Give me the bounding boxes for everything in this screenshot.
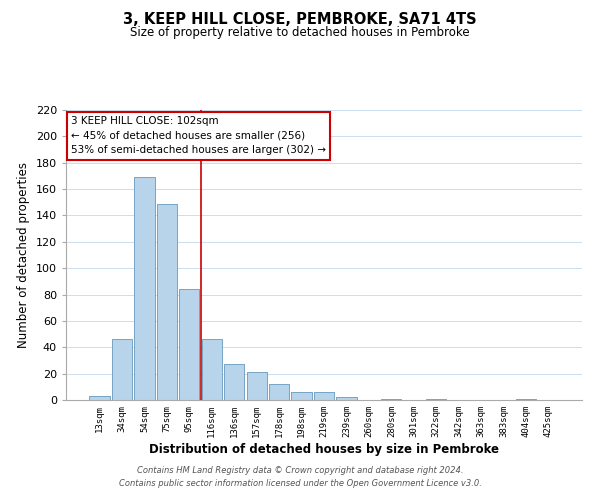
Bar [337,398,356,400]
Y-axis label: Number of detached properties: Number of detached properties [17,162,30,348]
Bar [179,290,199,400]
Bar [292,392,311,400]
Text: Size of property relative to detached houses in Pembroke: Size of property relative to detached ho… [130,26,470,39]
Bar [157,204,177,400]
Text: 3, KEEP HILL CLOSE, PEMBROKE, SA71 4TS: 3, KEEP HILL CLOSE, PEMBROKE, SA71 4TS [123,12,477,28]
Bar [269,384,289,400]
Bar [112,340,132,400]
Bar [89,396,110,400]
Bar [224,364,244,400]
Text: Contains HM Land Registry data © Crown copyright and database right 2024.
Contai: Contains HM Land Registry data © Crown c… [119,466,481,487]
Bar [247,372,267,400]
Bar [516,398,536,400]
Bar [202,340,222,400]
Bar [314,392,334,400]
Bar [134,177,155,400]
Text: 3 KEEP HILL CLOSE: 102sqm
← 45% of detached houses are smaller (256)
53% of semi: 3 KEEP HILL CLOSE: 102sqm ← 45% of detac… [71,116,326,156]
Bar [426,398,446,400]
Text: Distribution of detached houses by size in Pembroke: Distribution of detached houses by size … [149,442,499,456]
Bar [381,398,401,400]
